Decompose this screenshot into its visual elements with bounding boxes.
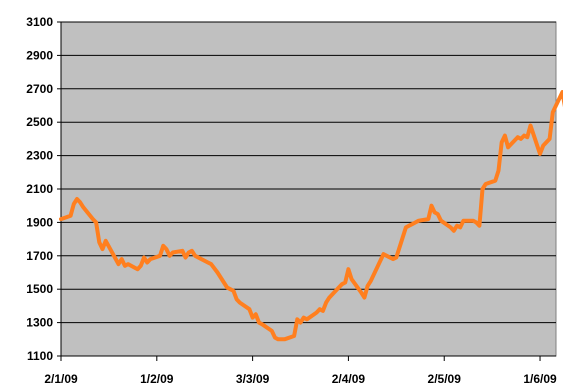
x-tick-label: 2/5/09 bbox=[428, 372, 462, 386]
x-tick-label: 1/2/09 bbox=[140, 372, 174, 386]
y-tick-label: 2500 bbox=[26, 115, 53, 129]
y-tick-label: 1700 bbox=[26, 249, 53, 263]
series-line bbox=[59, 90, 563, 342]
y-tick-label: 2300 bbox=[26, 149, 53, 163]
y-tick-label: 2700 bbox=[26, 82, 53, 96]
x-tick-label: 2/4/09 bbox=[332, 372, 366, 386]
y-tick-label: 1100 bbox=[27, 349, 53, 363]
x-tick-label: 2/1/09 bbox=[44, 372, 78, 386]
y-tick-label: 1500 bbox=[26, 282, 53, 296]
y-tick-label: 3100 bbox=[26, 15, 53, 29]
y-tick-label: 1300 bbox=[26, 316, 53, 330]
y-tick-label: 2900 bbox=[26, 48, 53, 62]
x-tick-label: 1/6/09 bbox=[523, 372, 557, 386]
x-tick-label: 3/3/09 bbox=[236, 372, 270, 386]
series-layer bbox=[59, 90, 563, 342]
y-tick-label: 1900 bbox=[26, 215, 53, 229]
y-axis: 1100 1300 1500 1700 1900 2100 2300 2500 2700 2900… bbox=[26, 15, 62, 363]
x-axis: 2/1/09 1/2/09 3/3/09 2/4/09 2/5/09 1/6/09 bbox=[44, 355, 557, 386]
y-tick-label: 2100 bbox=[26, 182, 53, 196]
